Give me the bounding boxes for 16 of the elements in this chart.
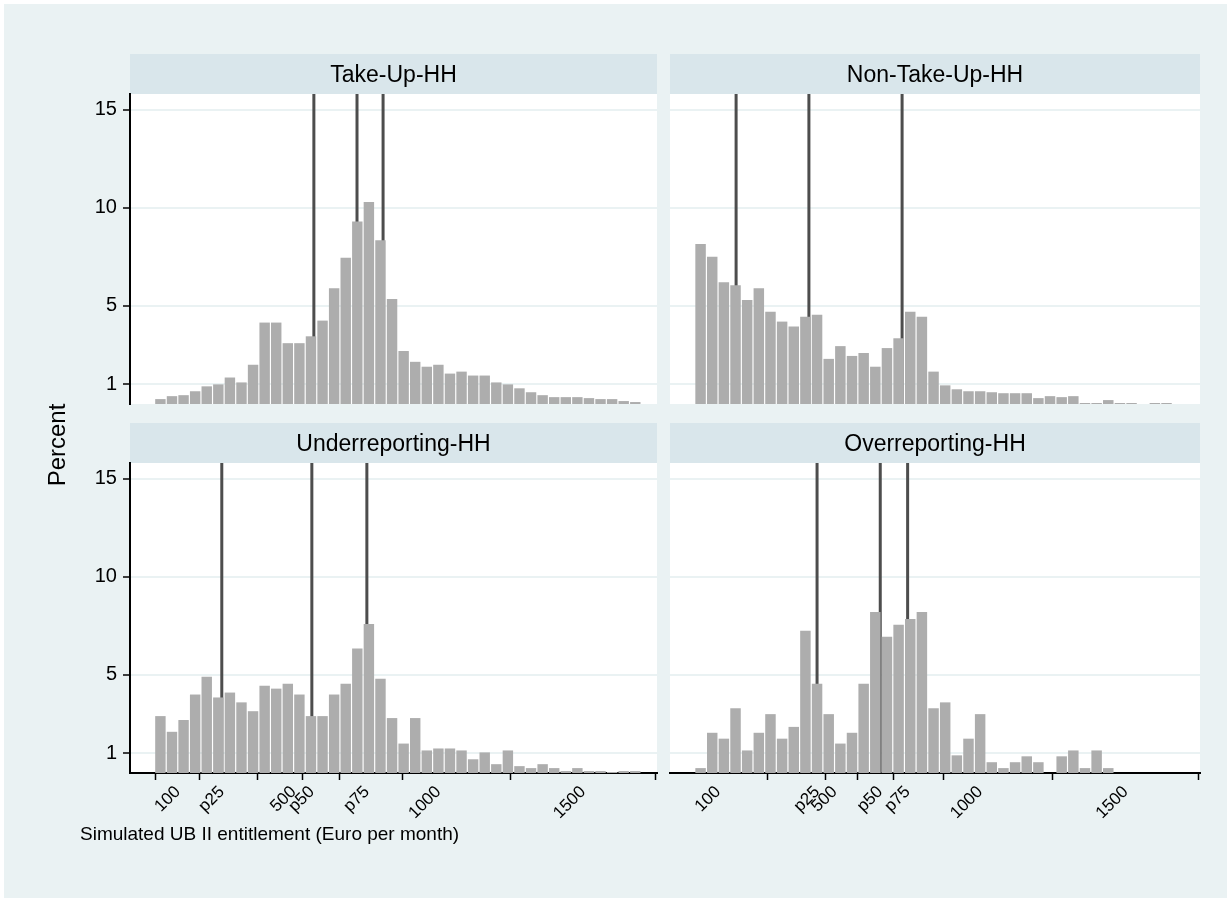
y-tick-label: 15 xyxy=(94,97,117,120)
y-tick-label: 1 xyxy=(105,371,117,394)
chart-title: Overreporting-HH xyxy=(670,423,1200,463)
chart-title: Non-Take-Up-HH xyxy=(670,54,1200,94)
y-tick-label: 15 xyxy=(94,466,117,489)
y-tick-label: 1 xyxy=(105,740,117,763)
x-tick-label: 100 xyxy=(150,781,184,816)
chart-title: Take-Up-HH xyxy=(130,54,657,94)
y-tick-label: 10 xyxy=(94,564,117,587)
x-axis-title: Simulated UB II entitlement (Euro per month) xyxy=(80,823,460,845)
x-tick-label: 100 xyxy=(690,781,725,816)
y-tick-label: 10 xyxy=(94,195,117,218)
y-tick-label: 5 xyxy=(105,662,117,685)
chart-title: Underreporting-HH xyxy=(130,423,657,463)
y-tick-label: 5 xyxy=(105,293,117,316)
y-axis-title: Percent xyxy=(42,403,71,487)
